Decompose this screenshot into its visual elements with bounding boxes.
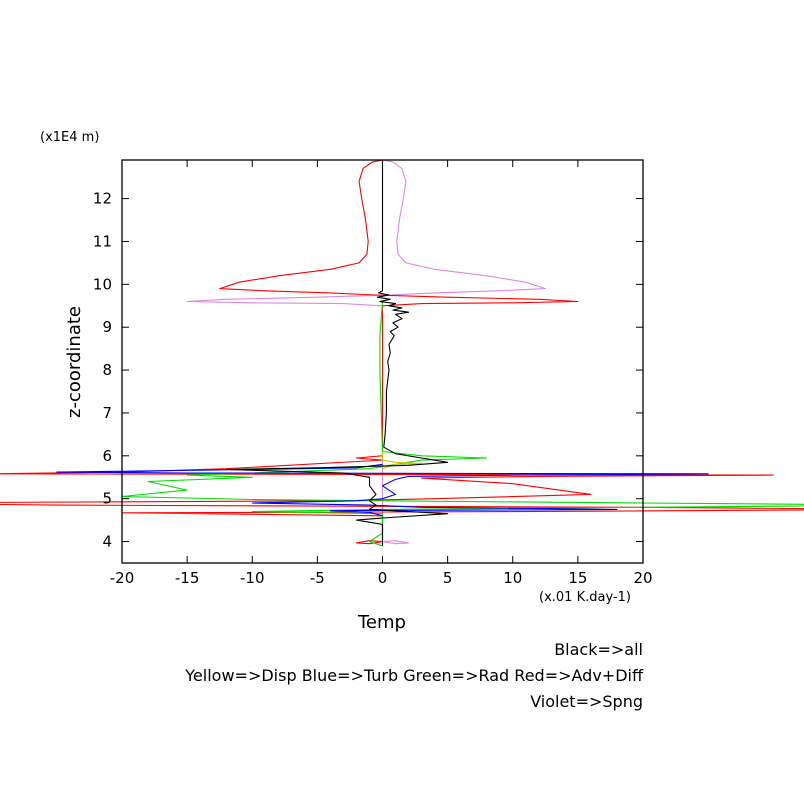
y-tick-label-2: 6 <box>102 447 112 465</box>
x-tick-label-5: 5 <box>443 569 453 587</box>
x-tick-label-4: 0 <box>378 569 388 587</box>
y-tick-label-7: 11 <box>93 232 112 250</box>
y-tick-label-3: 7 <box>102 404 112 422</box>
x-tick-label-3: -5 <box>310 569 325 587</box>
x-tick-label-0: -20 <box>110 569 135 587</box>
x-tick-label-6: 10 <box>503 569 522 587</box>
x-tick-label-1: -15 <box>175 569 200 587</box>
series-line-1 <box>0 160 804 545</box>
series-line-3 <box>56 463 709 517</box>
x-tick-label-8: 20 <box>633 569 652 587</box>
legend-line-3: Violet=>Spng <box>530 692 643 711</box>
y-tick-label-5: 9 <box>102 318 112 336</box>
tick-layer: -20 -15 -10 -5 0 5 10 15 20 4 5 6 7 8 9 10 11 12 <box>93 160 653 587</box>
series-line-4 <box>381 451 423 470</box>
y-tick-label-6: 10 <box>93 275 112 293</box>
y-unit-label: (x1E4 m) <box>40 130 99 145</box>
y-tick-label-8: 12 <box>93 190 112 208</box>
y-axis-label: z-coordinate <box>64 306 85 418</box>
x-tick-label-7: 15 <box>568 569 587 587</box>
legend-line-1: Black=>all <box>554 640 643 659</box>
y-tick-label-1: 5 <box>102 490 112 508</box>
series-line-0 <box>186 160 546 545</box>
legend-line-2: Yellow=>Disp Blue=>Turb Green=>Rad Red=>… <box>184 666 644 685</box>
series-layer <box>0 160 804 547</box>
y-tick-label-0: 4 <box>102 533 112 551</box>
x-tick-label-2: -10 <box>240 569 265 587</box>
series-line-5 <box>225 160 449 546</box>
x-axis-label: Temp <box>357 612 406 633</box>
x-unit-label: (x.01 K.day-1) <box>539 590 631 605</box>
series-line-2 <box>121 301 804 547</box>
y-tick-label-4: 8 <box>102 361 112 379</box>
